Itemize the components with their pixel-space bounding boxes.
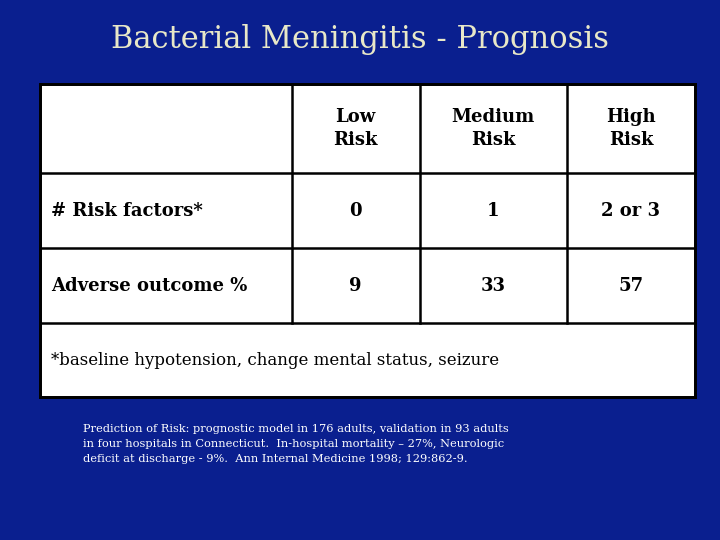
Text: Low
Risk: Low Risk <box>333 107 378 149</box>
Text: Prediction of Risk: prognostic model in 176 adults, validation in 93 adults
in f: Prediction of Risk: prognostic model in … <box>83 424 508 463</box>
Text: 33: 33 <box>481 276 506 295</box>
Text: High
Risk: High Risk <box>606 107 656 149</box>
Text: 1: 1 <box>487 201 500 220</box>
Text: *baseline hypotension, change mental status, seizure: *baseline hypotension, change mental sta… <box>51 352 500 369</box>
Text: Bacterial Meningitis - Prognosis: Bacterial Meningitis - Prognosis <box>111 24 609 55</box>
Text: # Risk factors*: # Risk factors* <box>51 201 203 220</box>
Text: Adverse outcome %: Adverse outcome % <box>51 276 248 295</box>
Text: 0: 0 <box>349 201 362 220</box>
Text: 2 or 3: 2 or 3 <box>601 201 660 220</box>
Text: 57: 57 <box>618 276 644 295</box>
Text: 9: 9 <box>349 276 362 295</box>
Text: Medium
Risk: Medium Risk <box>451 107 535 149</box>
